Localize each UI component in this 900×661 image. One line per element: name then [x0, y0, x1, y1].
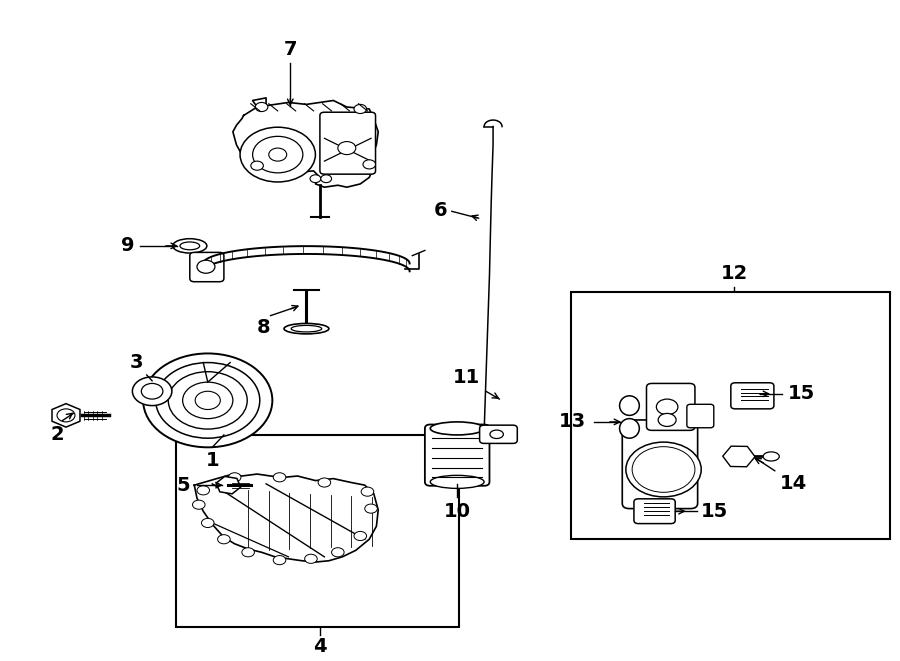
Text: 2: 2 [50, 425, 64, 444]
Circle shape [253, 136, 303, 173]
Circle shape [361, 487, 374, 496]
Ellipse shape [284, 323, 328, 334]
FancyBboxPatch shape [646, 383, 695, 430]
Ellipse shape [173, 239, 207, 253]
FancyBboxPatch shape [320, 112, 375, 174]
Text: 13: 13 [559, 412, 587, 432]
Text: 4: 4 [313, 637, 327, 656]
Circle shape [310, 175, 320, 182]
Text: 12: 12 [721, 264, 748, 283]
Circle shape [320, 175, 331, 182]
Text: 1: 1 [205, 451, 219, 470]
Bar [572, 292, 889, 539]
Circle shape [218, 535, 230, 544]
Circle shape [156, 363, 260, 438]
Circle shape [143, 354, 273, 447]
FancyBboxPatch shape [480, 425, 518, 444]
Polygon shape [194, 474, 378, 562]
Circle shape [202, 518, 214, 527]
Circle shape [338, 141, 356, 155]
Text: 15: 15 [701, 502, 728, 521]
Circle shape [658, 413, 676, 426]
Circle shape [331, 548, 344, 557]
FancyBboxPatch shape [731, 383, 774, 409]
Circle shape [242, 548, 255, 557]
Circle shape [354, 104, 366, 114]
Circle shape [363, 160, 375, 169]
Circle shape [240, 127, 315, 182]
FancyBboxPatch shape [622, 420, 698, 508]
Bar [176, 435, 459, 627]
FancyBboxPatch shape [425, 424, 490, 486]
Text: 15: 15 [788, 384, 814, 403]
Circle shape [641, 453, 686, 486]
Circle shape [626, 442, 701, 497]
Circle shape [251, 161, 264, 171]
Circle shape [318, 478, 330, 487]
Text: 11: 11 [454, 368, 481, 387]
Circle shape [364, 504, 377, 513]
Circle shape [197, 260, 215, 273]
Ellipse shape [430, 475, 484, 488]
Polygon shape [233, 98, 378, 187]
Circle shape [168, 371, 248, 429]
Ellipse shape [292, 325, 321, 332]
Text: 6: 6 [434, 200, 447, 219]
Circle shape [195, 391, 220, 410]
Text: 5: 5 [176, 476, 190, 494]
Text: 14: 14 [780, 474, 807, 493]
Text: 3: 3 [130, 353, 143, 371]
Text: 9: 9 [121, 237, 134, 255]
Circle shape [229, 473, 241, 482]
Circle shape [57, 409, 75, 422]
Ellipse shape [619, 418, 639, 438]
Circle shape [274, 555, 286, 564]
FancyBboxPatch shape [190, 253, 224, 282]
Circle shape [197, 486, 210, 495]
Ellipse shape [430, 422, 484, 435]
Ellipse shape [180, 242, 200, 250]
Circle shape [654, 463, 672, 476]
Text: 7: 7 [284, 40, 297, 59]
FancyBboxPatch shape [687, 405, 714, 428]
Ellipse shape [763, 452, 779, 461]
Circle shape [274, 473, 286, 482]
Text: 8: 8 [256, 317, 270, 336]
Circle shape [141, 383, 163, 399]
FancyBboxPatch shape [634, 499, 675, 524]
Circle shape [193, 500, 205, 509]
Circle shape [269, 148, 287, 161]
Text: 10: 10 [444, 502, 471, 521]
Ellipse shape [490, 430, 503, 438]
Circle shape [354, 531, 366, 541]
Circle shape [256, 102, 268, 112]
Circle shape [632, 447, 695, 492]
Circle shape [304, 554, 317, 563]
Circle shape [132, 377, 172, 406]
Circle shape [183, 382, 233, 418]
Ellipse shape [619, 396, 639, 415]
Circle shape [656, 399, 678, 414]
